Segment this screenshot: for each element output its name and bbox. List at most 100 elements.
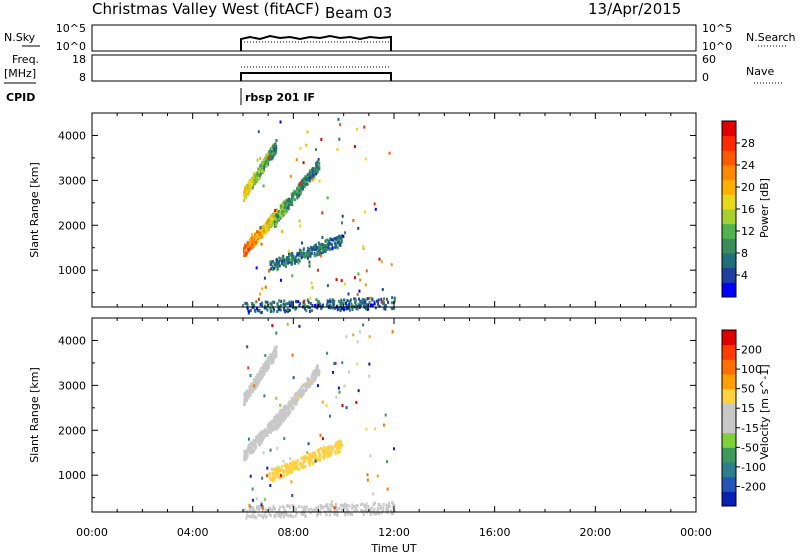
echo-point — [281, 419, 284, 423]
echo-point — [263, 163, 266, 167]
echo-point — [255, 497, 258, 501]
echo-point — [245, 251, 248, 255]
echo-point — [285, 256, 288, 260]
echo-point — [391, 307, 394, 311]
echo-point — [309, 383, 312, 387]
echo-point — [274, 217, 277, 221]
colorbar-tick-label: 12 — [741, 225, 755, 238]
echo-point — [250, 180, 253, 184]
echo-point — [254, 242, 257, 246]
echo-point — [263, 394, 266, 398]
echo-point — [259, 156, 262, 160]
echo-point — [266, 357, 269, 361]
echo-point — [306, 256, 309, 260]
echo-point — [304, 459, 307, 463]
echo-point — [265, 229, 268, 233]
echo-point — [276, 467, 279, 471]
echo-point — [380, 260, 383, 264]
echo-point — [336, 509, 339, 513]
echo-point — [347, 512, 350, 516]
echo-point — [376, 508, 379, 512]
echo-point — [307, 173, 310, 177]
echo-point — [333, 299, 336, 303]
echo-point — [299, 191, 302, 195]
colorbar-swatch — [722, 209, 736, 225]
echo-point — [351, 503, 354, 507]
echo-point — [350, 302, 353, 306]
echo-point — [321, 243, 324, 247]
echo-point — [315, 508, 318, 512]
echo-point — [272, 215, 275, 219]
echo-point — [246, 450, 249, 454]
echo-point — [281, 209, 284, 213]
echo-point — [303, 177, 306, 181]
echo-point — [298, 219, 301, 223]
echo-point — [300, 395, 303, 399]
echo-point — [353, 509, 356, 513]
echo-point — [277, 424, 280, 428]
echo-point — [367, 297, 370, 301]
echo-point — [339, 242, 342, 246]
echo-point — [253, 384, 256, 388]
echo-point — [295, 402, 298, 406]
echo-point — [271, 300, 274, 304]
echo-point — [260, 433, 263, 437]
echo-point — [292, 191, 295, 195]
echo-point — [267, 363, 270, 367]
echo-point — [289, 253, 292, 257]
echo-point — [366, 478, 369, 482]
echo-point — [254, 171, 257, 175]
echo-point — [274, 220, 277, 224]
echo-point — [362, 301, 365, 305]
echo-point — [286, 413, 289, 417]
echo-point — [346, 503, 349, 507]
echo-point — [374, 427, 377, 431]
echo-point — [349, 300, 352, 304]
colorbar-swatch — [722, 194, 736, 210]
echo-point — [308, 247, 311, 251]
echo-point — [294, 392, 297, 396]
echo-point — [304, 382, 307, 386]
echo-point — [272, 467, 275, 471]
echo-point — [260, 374, 263, 378]
echo-point — [273, 420, 276, 424]
echo-point — [356, 340, 359, 344]
echo-point — [278, 258, 281, 262]
echo-point — [252, 236, 255, 240]
power-axes: 1000 2000 3000 4000 — [58, 113, 697, 307]
echo-point — [291, 255, 294, 259]
echo-point — [339, 235, 342, 239]
echo-point — [378, 257, 381, 261]
echo-point — [336, 512, 339, 516]
echo-point — [275, 331, 278, 335]
time-axis: 00:00 04:00 08:00 12:00 16:00 20:00 00:00 — [76, 526, 712, 539]
echo-point — [243, 400, 246, 404]
echo-point — [271, 265, 274, 269]
echo-point — [271, 306, 274, 310]
echo-point — [353, 297, 356, 301]
echo-point — [315, 373, 318, 377]
echo-point — [269, 478, 272, 482]
echo-point — [267, 222, 270, 226]
nsky-trace — [240, 34, 392, 51]
echo-point — [264, 285, 267, 289]
echo-point — [243, 193, 246, 197]
echo-point — [325, 303, 328, 307]
echo-point — [304, 465, 307, 469]
echo-point — [249, 392, 252, 396]
echo-point — [260, 503, 263, 507]
echo-point — [382, 423, 385, 427]
echo-point — [277, 213, 280, 217]
echo-point — [373, 302, 376, 306]
echo-point — [282, 213, 285, 217]
echo-point — [283, 308, 286, 312]
colorbar-swatch — [722, 121, 736, 137]
echo-point — [303, 512, 306, 516]
colorbar-frame — [721, 329, 737, 507]
echo-point — [361, 509, 364, 513]
echo-point — [243, 190, 246, 194]
echo-point — [252, 442, 255, 446]
echo-point — [262, 516, 265, 520]
echo-point — [260, 505, 263, 509]
echo-point — [333, 444, 336, 448]
